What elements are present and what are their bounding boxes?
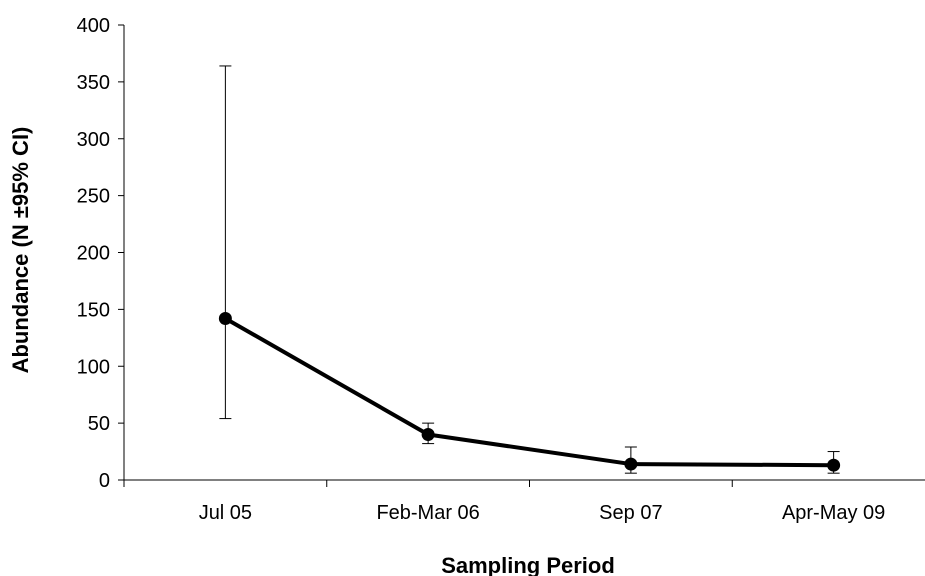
y-tick-label: 400: [77, 15, 110, 37]
data-point: [421, 428, 435, 441]
y-axis: 0 50 100 150 200 250 300 350 400: [77, 15, 125, 492]
y-tick-label: 350: [77, 72, 110, 94]
x-axis-title: Sampling Period: [441, 553, 615, 576]
data-point: [624, 457, 638, 471]
data-point: [218, 311, 232, 325]
x-tick-label: Sep 07: [599, 502, 662, 524]
data-point: [827, 458, 841, 472]
y-tick-label: 300: [77, 129, 110, 151]
x-tick-label: Feb-Mar 06: [376, 502, 479, 524]
x-axis: Jul 05 Feb-Mar 06 Sep 07 Apr-May 09: [123, 479, 925, 524]
y-tick-label: 200: [77, 243, 110, 265]
x-tick-label: Jul 05: [199, 502, 252, 524]
y-tick-label: 150: [77, 299, 110, 321]
series-line: [224, 316, 834, 468]
x-tick-label: Apr-May 09: [782, 502, 885, 524]
series-polyline: [224, 316, 834, 468]
error-bar: [219, 65, 232, 420]
y-tick-label: 50: [88, 413, 110, 435]
error-bars: [219, 65, 840, 474]
y-tick-label: 250: [77, 186, 110, 208]
y-tick-label: 0: [99, 470, 110, 492]
data-markers: [218, 311, 841, 472]
y-axis-title: Abundance (N ±95% CI): [8, 127, 33, 374]
y-tick-label: 100: [77, 356, 110, 378]
